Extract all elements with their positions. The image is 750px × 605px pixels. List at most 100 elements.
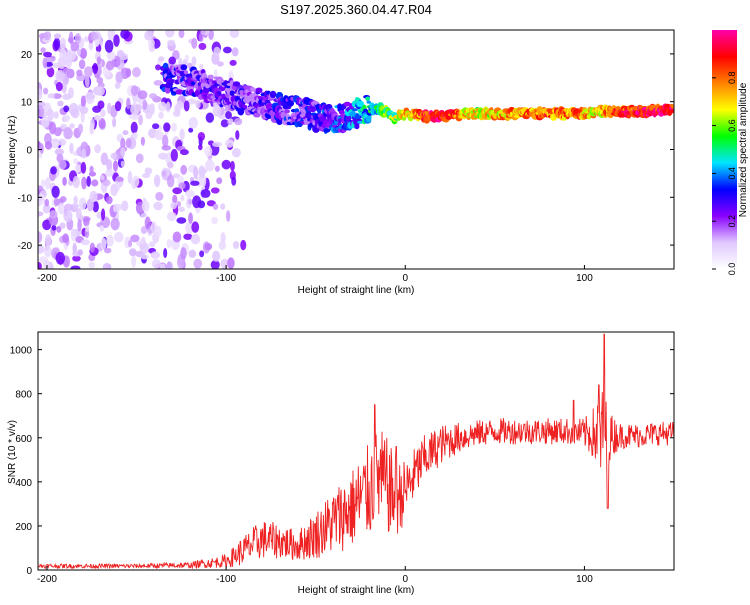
noise-blob (97, 67, 102, 76)
noise-blob (69, 142, 74, 154)
noise-blob (218, 240, 227, 250)
noise-blob (78, 59, 86, 70)
signal-blob (284, 109, 290, 114)
noise-blob (75, 207, 82, 221)
noise-blob (56, 153, 64, 163)
noise-blob (183, 233, 193, 240)
noise-blob (67, 36, 74, 44)
noise-blob (166, 211, 177, 222)
noise-blob (93, 32, 99, 40)
noise-blob (226, 210, 231, 222)
snr-line-group (38, 333, 674, 570)
noise-blob (47, 108, 54, 121)
spectrogram-y-tick-label: 10 (21, 98, 33, 109)
noise-blob (227, 257, 235, 269)
colorbar: 0.0 0.2 0.4 0.6 0.8 Normalized spectral ampl… (712, 30, 749, 275)
noise-blob (168, 56, 177, 65)
signal-blob (586, 113, 592, 120)
noise-blob (85, 91, 95, 105)
noise-blob (229, 30, 240, 39)
noise-blob (79, 106, 89, 115)
noise-blob (55, 251, 66, 265)
noise-blob (200, 30, 206, 35)
noise-blob (84, 75, 90, 88)
snr-x-ticks: -200 -100 0 100 (37, 566, 593, 585)
noise-blob (57, 138, 67, 146)
noise-blob (44, 245, 52, 258)
noise-blob (195, 100, 201, 109)
noise-blob (114, 82, 121, 89)
noise-blob (44, 141, 53, 150)
noise-blob (150, 251, 160, 259)
noise-blob (231, 176, 237, 186)
noise-blob (61, 81, 67, 94)
noise-blob (51, 185, 60, 198)
noise-blob (85, 225, 90, 233)
noise-blob (192, 195, 202, 209)
noise-blob (188, 117, 199, 129)
noise-blob (120, 160, 125, 168)
noise-blob (187, 198, 193, 205)
noise-blob (213, 46, 221, 56)
noise-blob (167, 39, 176, 47)
noise-blob (103, 247, 112, 254)
noise-blob (161, 145, 171, 151)
noise-blob (176, 100, 184, 110)
noise-blob (164, 30, 175, 38)
noise-blob (70, 228, 77, 242)
noise-blob (80, 239, 90, 246)
noise-blob (198, 32, 204, 43)
noise-blob (105, 169, 114, 177)
noise-blob (62, 51, 70, 65)
noise-blob (88, 261, 96, 269)
noise-blob (72, 175, 80, 188)
noise-blob (149, 103, 155, 116)
noise-blob (42, 57, 48, 69)
noise-blob (178, 30, 185, 39)
noise-blob (153, 201, 163, 211)
noise-blob (120, 30, 130, 40)
noise-blob (76, 48, 82, 56)
spectrogram-x-tick-label: 0 (402, 273, 408, 284)
snr-y-tick-label: 600 (15, 434, 32, 445)
noise-blob (178, 206, 185, 212)
noise-blob (102, 263, 112, 269)
noise-blob (140, 253, 149, 260)
noise-blob (56, 225, 62, 233)
noise-blob (46, 66, 55, 78)
noise-blob (191, 221, 200, 233)
signal-blob (357, 120, 364, 124)
noise-blob (179, 149, 189, 156)
noise-blob (149, 241, 156, 248)
noise-blob (158, 152, 168, 160)
noise-blob (135, 153, 144, 164)
noise-blob (210, 187, 220, 194)
noise-blob (155, 191, 164, 201)
noise-blob (220, 203, 226, 210)
noise-blob (165, 101, 171, 113)
signal-blob (366, 100, 371, 104)
signal-blob (207, 74, 214, 80)
spectrogram-y-label: Frequency (Hz) (7, 116, 18, 185)
noise-blob (97, 100, 105, 110)
signal-blob (365, 96, 371, 101)
noise-blob (92, 62, 99, 74)
noise-blob (70, 108, 80, 119)
spectrogram-x-tick-label: 100 (576, 273, 593, 284)
snr-x-tick-label: 0 (402, 574, 408, 585)
noise-blob (166, 174, 175, 188)
noise-blob (128, 240, 133, 248)
noise-blob (92, 201, 99, 213)
snr-y-tick-label: 800 (15, 390, 32, 401)
noise-blob (104, 39, 114, 53)
noise-blob (65, 126, 70, 140)
noise-blob (95, 86, 105, 96)
noise-blob (198, 165, 206, 179)
noise-blob (39, 143, 44, 155)
noise-blob (198, 42, 207, 50)
noise-blob (63, 209, 73, 223)
noise-blob (80, 95, 87, 108)
noise-blob (50, 166, 57, 175)
